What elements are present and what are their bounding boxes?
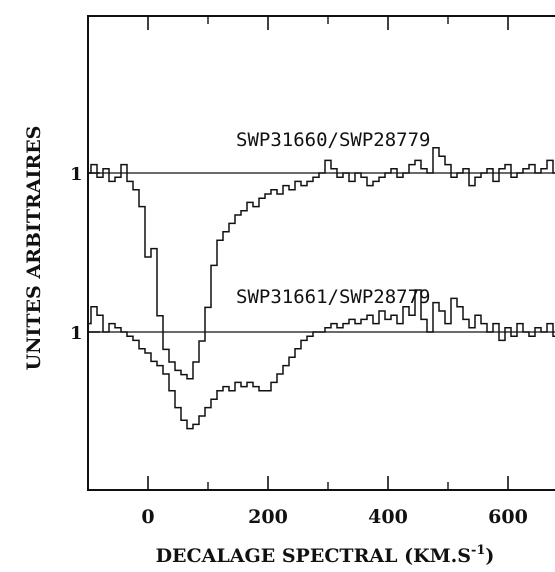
x-axis-label-sup: -1 [471,543,485,558]
y-axis-label: UNITES ARBITRAIRES [23,126,45,371]
y-tick-label-2: 1 [70,323,83,344]
x-axis-label-close: ) [485,545,494,567]
x-axis-label-main: DECALAGE SPECTRAL (KM.S [156,545,471,567]
series-label-2: SWP31661/SWP28779 [236,286,430,308]
series-line-2 [88,289,555,430]
x-tick-label: 200 [248,506,288,528]
series-layer [88,147,555,430]
x-tick-label: 400 [368,506,408,528]
y-tick-label-1: 1 [70,164,83,185]
plot-frame [87,15,555,491]
ticks: 0 200 400 600 [87,16,528,528]
x-tick-label: 0 [141,506,154,528]
x-axis-label: DECALAGE SPECTRAL (KM.S-1) [156,543,495,567]
x-tick-label: 600 [488,506,528,528]
series-label-1: SWP31660/SWP28779 [236,129,430,151]
series-line-1 [88,147,555,380]
